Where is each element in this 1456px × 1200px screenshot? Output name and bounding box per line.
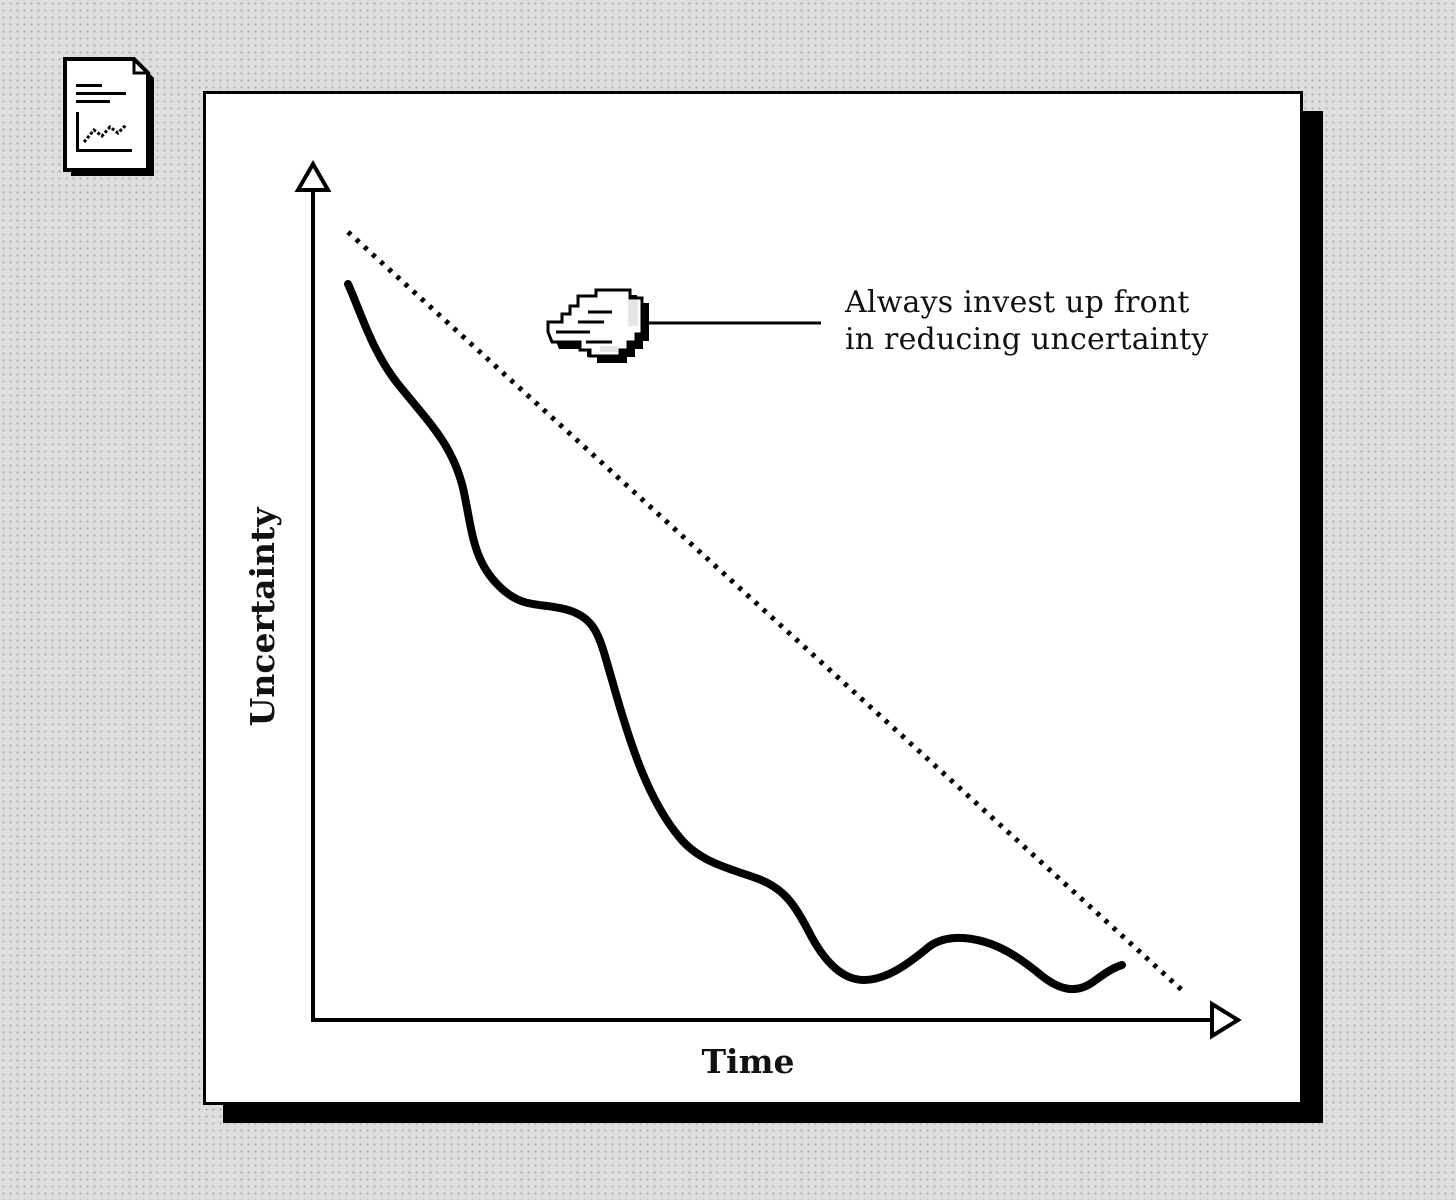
annotation-line-1: Always invest up front (845, 285, 1190, 320)
chart-window (203, 91, 1303, 1105)
annotation-text: Always invest up front in reducing uncer… (845, 284, 1285, 358)
dotted-ideal-line (346, 230, 1186, 994)
x-axis-label: Time (701, 1042, 795, 1081)
annotation-line-2: in reducing uncertainty (845, 322, 1209, 357)
pointing-hand-icon (546, 288, 649, 363)
uncertainty-curve (344, 280, 1126, 994)
x-axis-arrow (1210, 1000, 1242, 1040)
y-axis-label: Uncertainty (243, 507, 282, 727)
chart-document-icon[interactable] (60, 56, 156, 180)
y-axis-arrow (294, 159, 332, 192)
